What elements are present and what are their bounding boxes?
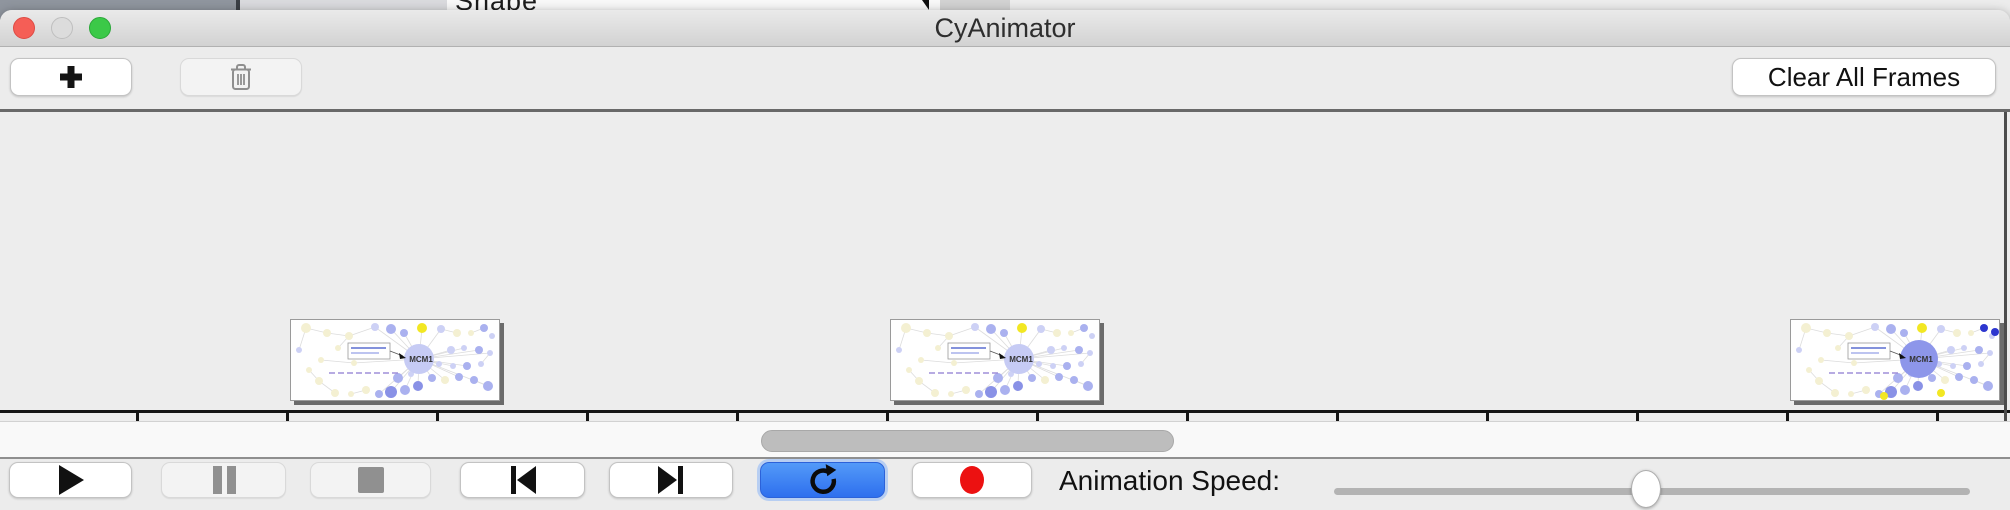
- record-button[interactable]: [912, 462, 1032, 498]
- next-frame-button[interactable]: [609, 462, 733, 498]
- window-title: CyAnimator: [934, 13, 1076, 43]
- tick-minor: [1036, 413, 1039, 421]
- tick-minor: [736, 413, 739, 421]
- tick-minor: [1936, 413, 1939, 421]
- playback-controls-bar: Animation Speed:: [0, 459, 2010, 510]
- background-triangle-fragment: [922, 0, 929, 10]
- timeline-panel-border-top: [0, 109, 2010, 112]
- trash-icon: [231, 64, 251, 90]
- title-bar[interactable]: CyAnimator: [0, 10, 2010, 47]
- skip-to-start-icon: [510, 466, 536, 494]
- traffic-lights: [13, 17, 111, 39]
- frame-thumbnail[interactable]: MCM1: [1790, 319, 2000, 401]
- minimize-button[interactable]: [51, 17, 73, 39]
- tick-minor: [1636, 413, 1639, 421]
- previous-frame-button[interactable]: [460, 462, 585, 498]
- loop-icon: [809, 464, 836, 495]
- pause-button[interactable]: [161, 462, 286, 498]
- add-frame-button[interactable]: [10, 58, 132, 96]
- tick-minor: [1336, 413, 1339, 421]
- clear-all-frames-button[interactable]: Clear All Frames: [1732, 58, 1996, 96]
- svg-text:MCM1: MCM1: [1909, 355, 1933, 364]
- plus-icon: [60, 66, 82, 88]
- controls-divider: [0, 457, 2010, 459]
- record-icon: [960, 466, 984, 494]
- close-button[interactable]: [13, 17, 35, 39]
- tick-major: [1786, 413, 1789, 421]
- tick-minor: [436, 413, 439, 421]
- timeline-canvas[interactable]: 12 Seconds 131415161718MCM1MCM1MCM1: [0, 112, 2010, 421]
- zoom-button[interactable]: [89, 17, 111, 39]
- animation-speed-slider-thumb[interactable]: [1631, 470, 1661, 508]
- timeline-axis-line: [0, 410, 2010, 413]
- play-icon: [58, 465, 84, 495]
- tick-major: [886, 413, 889, 421]
- scrollbar-thumb[interactable]: [761, 430, 1174, 452]
- frame-thumbnail[interactable]: MCM1: [890, 319, 1100, 401]
- tick-minor: [136, 413, 139, 421]
- skip-to-end-icon: [658, 466, 683, 494]
- stop-button[interactable]: [310, 462, 431, 498]
- delete-frame-button[interactable]: [180, 58, 302, 96]
- stop-icon: [357, 467, 384, 493]
- timeline-scrollbar[interactable]: [0, 421, 2010, 457]
- svg-text:MCM1: MCM1: [1009, 355, 1033, 364]
- tick-major: [586, 413, 589, 421]
- loop-button[interactable]: [760, 462, 885, 498]
- frame-thumbnail[interactable]: MCM1: [290, 319, 500, 401]
- tick-major: [1486, 413, 1489, 421]
- svg-text:MCM1: MCM1: [409, 355, 433, 364]
- cyanimator-window: CyAnimator Clear All Frames 12 Seconds: [0, 10, 2010, 510]
- tick-major: [1186, 413, 1189, 421]
- animation-speed-label: Animation Speed:: [1059, 465, 1281, 496]
- pause-icon: [212, 466, 236, 494]
- play-button[interactable]: [9, 462, 132, 498]
- tick-major: [286, 413, 289, 421]
- timeline-panel-border-right: [2004, 112, 2007, 421]
